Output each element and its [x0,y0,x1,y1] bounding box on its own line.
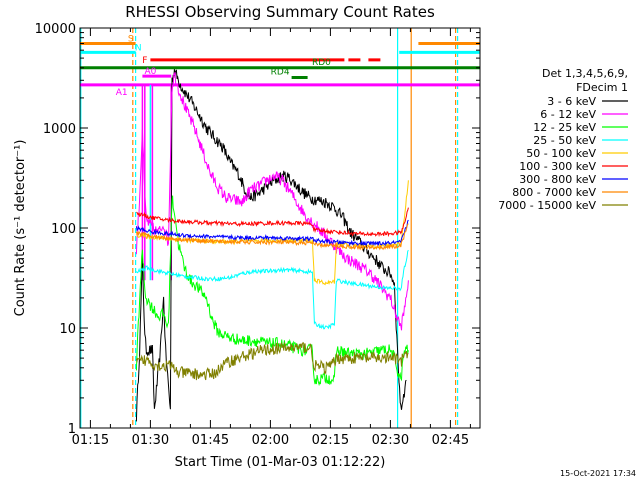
flag-bar-layer [80,41,480,87]
legend-header-line-1: Det 1,3,4,5,6,9, [542,67,628,80]
flag-label-a1: A1 [116,88,128,98]
y-tick-label-3: 1000 [43,122,76,137]
legend-label-8: 7000 - 15000 keV [498,199,596,212]
flag-label-layer: SNF RD0 A0 RD4 A1 [116,34,331,97]
series-line-7 [135,223,409,251]
legend-label-5: 100 - 300 keV [519,160,596,173]
legend-header-line-2: FDecim 1 [576,81,628,94]
y-tick-label-4: 10000 [35,22,76,37]
x-axis: 01:15 01:30 01:45 02:00 02:15 02:30 02:45 [72,28,471,448]
footer-timestamp: 15-Oct-2021 17:34 [560,469,636,478]
legend-label-1: 6 - 12 keV [540,108,596,121]
legend-label-2: 12 - 25 keV [533,121,596,134]
flag-label-n: N [135,43,142,53]
x-tick-label-6: 02:45 [432,433,469,448]
y-axis-label: Count Rate (s⁻¹ detector⁻¹) [13,140,28,317]
flag-label-f: F [142,56,147,66]
series-line-8 [135,341,409,381]
legend-label-4: 50 - 100 keV [526,147,596,160]
flag-label-a0: A0 [145,67,157,77]
y-axis: 1 10 100 1000 10000 [35,22,480,437]
flag-label-rd4: RD4 [271,67,290,77]
x-tick-label-4: 02:15 [312,433,349,448]
y-tick-label-2: 100 [51,222,76,237]
legend-label-3: 25 - 50 keV [533,134,596,147]
flag-label-s: S [128,34,134,44]
x-tick-label-2: 01:45 [192,433,229,448]
y-tick-label-1: 10 [59,322,76,337]
x-tick-label-1: 01:30 [132,433,169,448]
series-layer [135,69,409,422]
series-line-3 [136,249,409,330]
legend-label-0: 3 - 6 keV [547,95,596,108]
chart-title: RHESSI Observing Summary Count Rates [125,3,435,21]
series-line-5 [136,207,409,238]
legend-label-7: 800 - 7000 keV [512,186,596,199]
series-line-6 [135,219,409,247]
x-axis-label: Start Time (01-Mar-03 01:12:22) [175,455,386,470]
x-tick-label-0: 01:15 [72,433,109,448]
x-tick-label-3: 02:00 [252,433,289,448]
y-tick-label-0: 1 [68,422,76,437]
series-line-1 [135,72,409,331]
x-tick-label-5: 02:30 [372,433,409,448]
flag-label-rd0: RD0 [312,58,331,68]
legend-label-6: 300 - 800 keV [519,173,596,186]
